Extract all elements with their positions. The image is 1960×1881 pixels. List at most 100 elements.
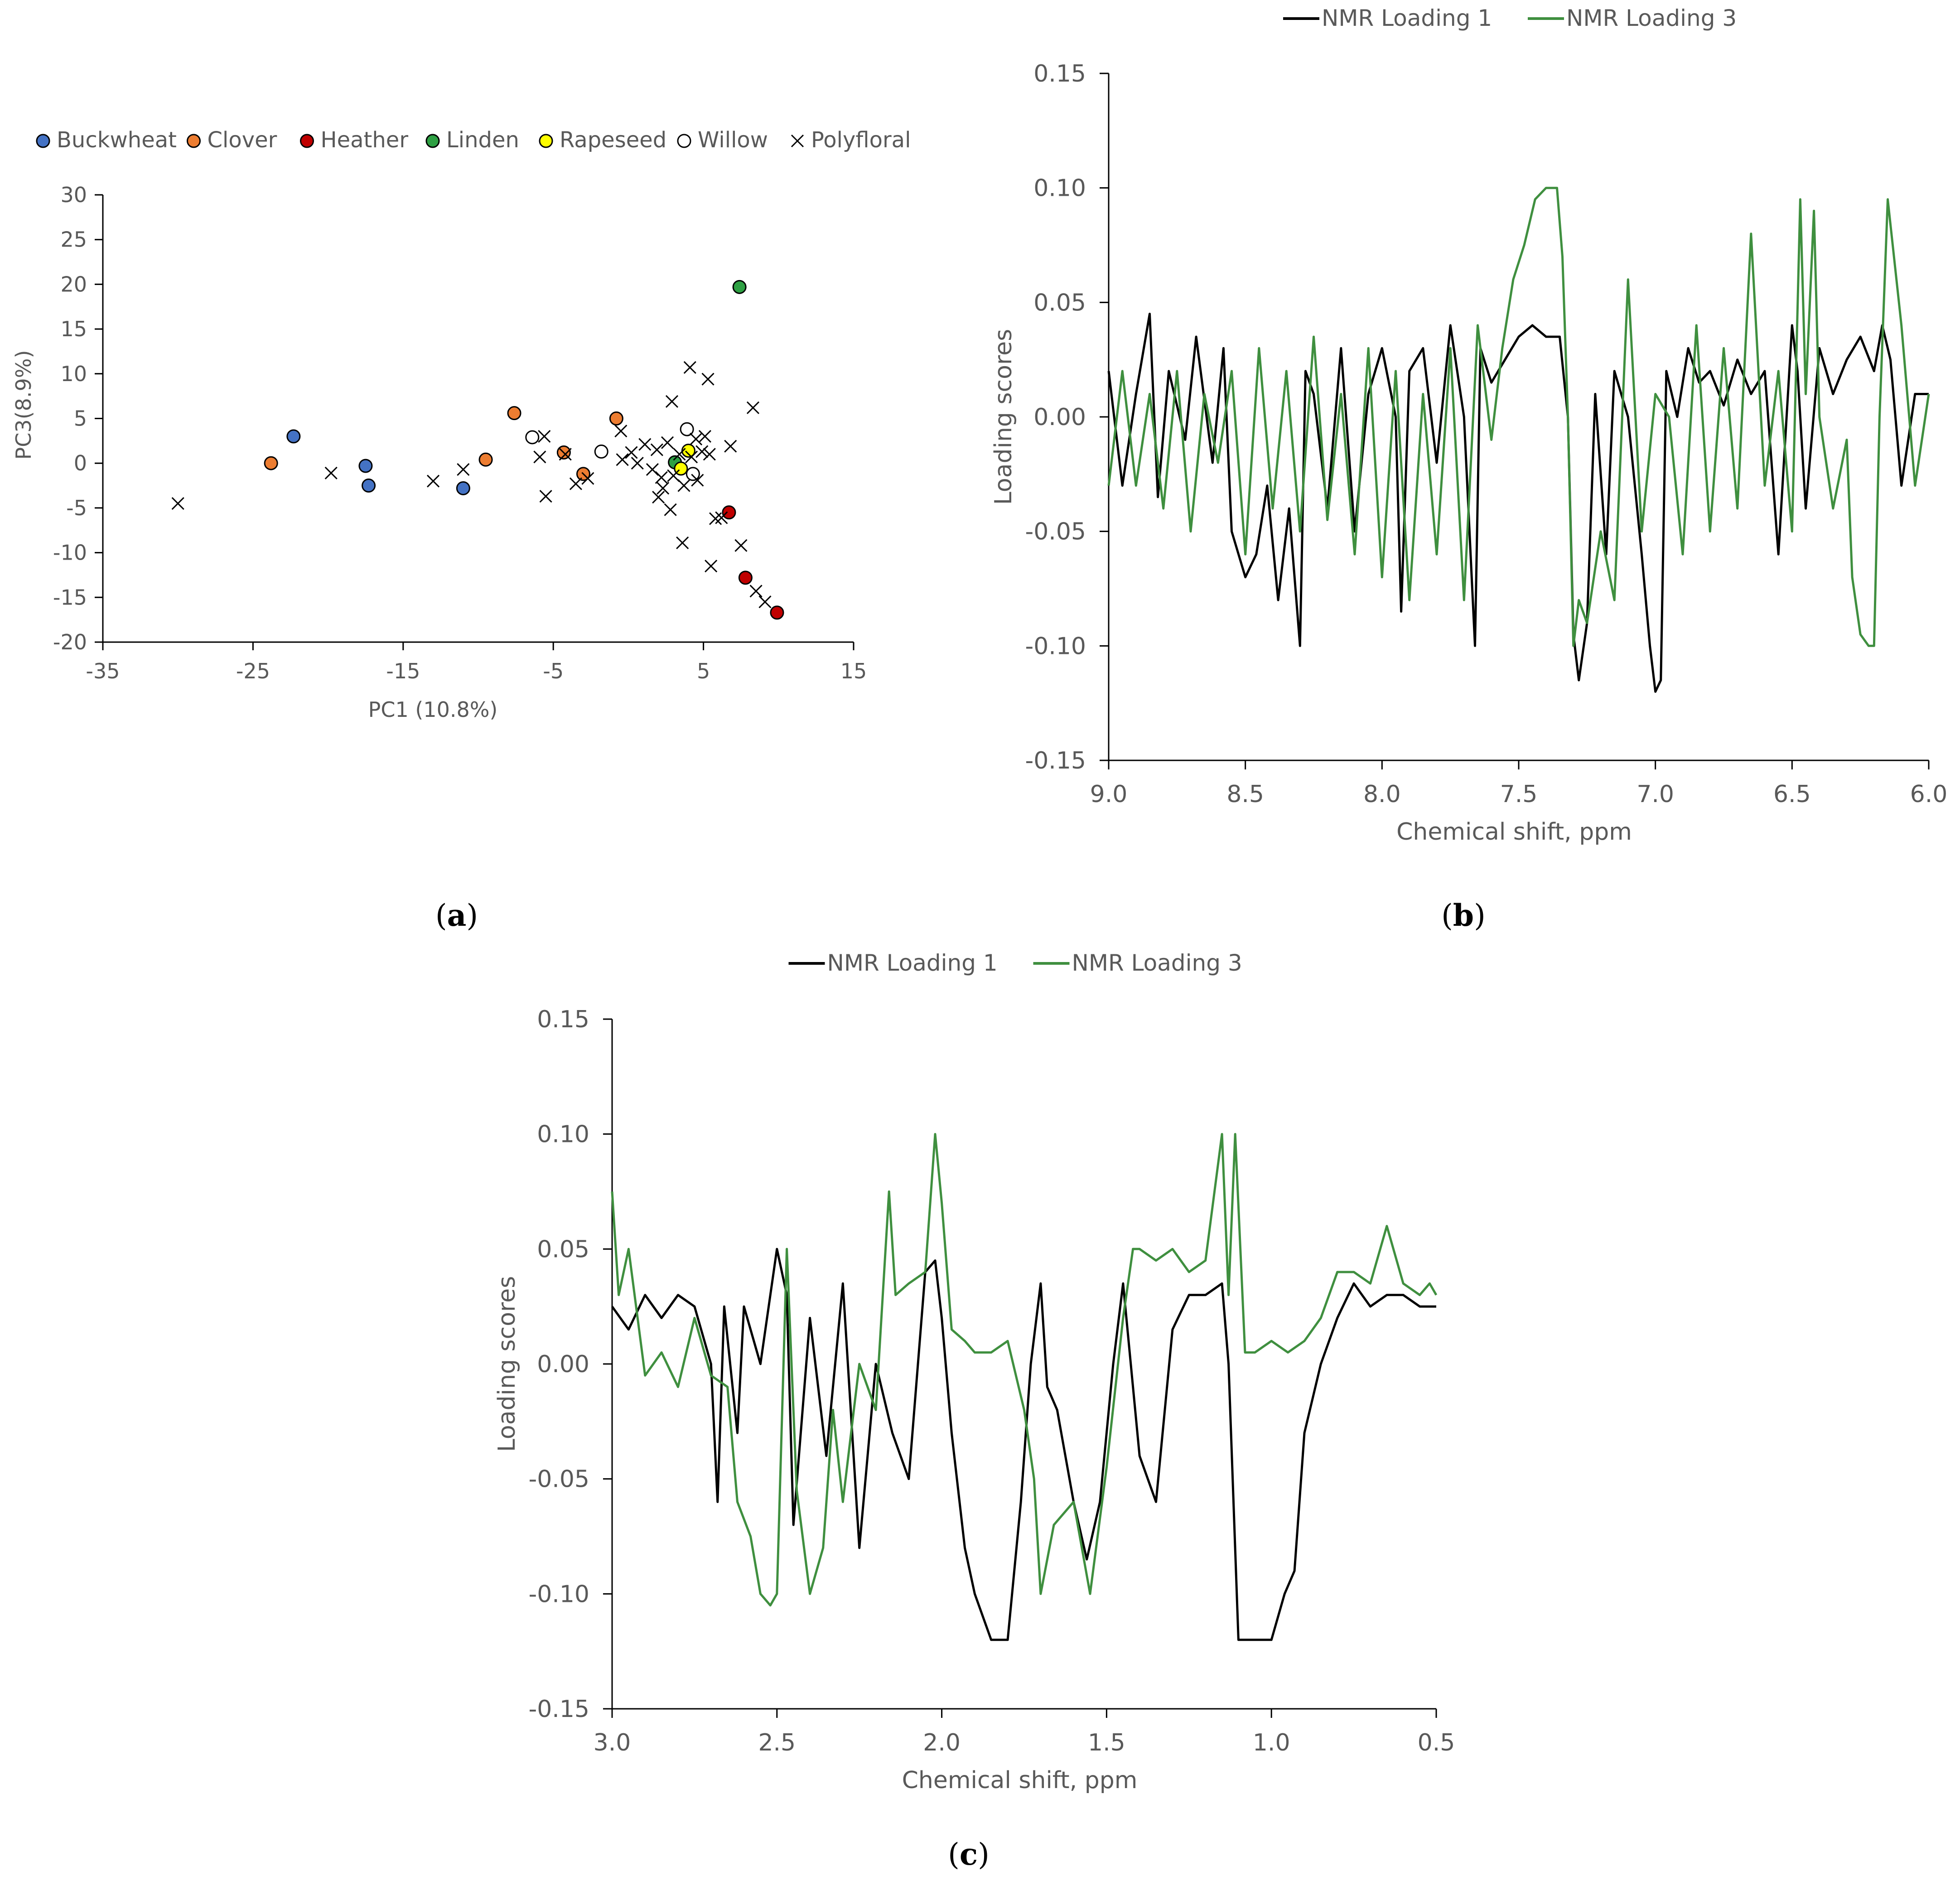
- series-line-nmr-loading-1: [1107, 313, 1929, 693]
- point-polyfloral: [569, 477, 582, 490]
- point-polyfloral-legend: [791, 134, 804, 148]
- x-marker-stroke: [689, 432, 703, 445]
- x-tick-label: -5: [543, 659, 564, 683]
- x-axis-title: Chemical shift, ppm: [902, 1767, 1138, 1794]
- point-polyfloral: [650, 443, 663, 456]
- legend-item-nmr-loading-3: NMR Loading 3: [1528, 5, 1737, 31]
- point-polyfloral: [427, 474, 440, 488]
- x-tick-label: -25: [236, 659, 270, 683]
- x-marker-stroke: [701, 372, 714, 386]
- point-polyfloral: [664, 503, 677, 516]
- point-willow: [686, 467, 700, 481]
- scatter-chart-pc1-pc3: -20 -15 -10 -5 0 5 10 15 20 25 30 -35 -25 -15 -5 5 15 PC1…: [11, 127, 911, 722]
- series-rapeseed: [674, 444, 695, 476]
- line-chart-loadings-aromatic: -0.15 -0.10 -0.05 0.00 0.05 0.10 0.15 9.0 8.5 8.0…: [990, 5, 1947, 846]
- x-marker-stroke: [673, 448, 686, 461]
- x-marker-stroke: [655, 471, 668, 484]
- x-tick-label: 8.5: [1226, 781, 1264, 808]
- y-tick-label: -20: [53, 630, 87, 654]
- legend-label: NMR Loading 1: [1322, 5, 1492, 31]
- point-polyfloral: [533, 450, 546, 464]
- point-polyfloral: [667, 469, 680, 482]
- panel-label-c-letter: c: [960, 1837, 978, 1872]
- x-marker-stroke: [631, 457, 644, 470]
- point-polyfloral: [691, 474, 704, 487]
- point-clover: [609, 411, 623, 426]
- point-polyfloral: [705, 560, 718, 573]
- series-willow: [525, 422, 700, 481]
- point-buckwheat: [362, 479, 376, 493]
- legend-label: Heather: [321, 127, 409, 153]
- x-marker-stroke: [427, 474, 440, 488]
- x-marker-stroke: [685, 450, 698, 464]
- y-tick-label: 0.10: [1033, 175, 1086, 202]
- legend-item-clover: Clover: [187, 127, 277, 153]
- legend-item-linden: Linden: [425, 127, 519, 153]
- y-tick-label: 0: [74, 451, 87, 475]
- x-tick-label: 2.5: [758, 1729, 796, 1756]
- point-polyfloral: [695, 445, 709, 458]
- x-marker-stroke: [664, 503, 677, 516]
- y-tick-label: -0.15: [1025, 747, 1086, 774]
- point-polyfloral: [689, 432, 703, 445]
- series-heather: [722, 505, 784, 620]
- legend-item-nmr-loading-1: NMR Loading 1: [788, 950, 998, 976]
- x-marker-stroke: [749, 585, 763, 598]
- y-axis-title: Loading scores: [990, 329, 1017, 505]
- point-polyfloral: [724, 440, 737, 453]
- x-axis-title: Chemical shift, ppm: [1396, 818, 1632, 846]
- series-line-nmr-loading-3: [611, 1133, 1438, 1607]
- point-polyfloral: [715, 511, 728, 524]
- x-marker-stroke: [676, 536, 689, 549]
- legend-item-polyfloral: Polyfloral: [791, 127, 911, 153]
- point-buckwheat-legend: [36, 134, 50, 148]
- point-willow: [680, 422, 694, 436]
- x-marker-stroke: [616, 453, 629, 466]
- point-willow: [525, 430, 540, 445]
- legend: NMR Loading 1 NMR Loading 3: [1283, 5, 1737, 31]
- x-marker-stroke: [457, 463, 470, 476]
- legend-label: NMR Loading 1: [827, 950, 998, 976]
- series-buckwheat: [286, 429, 470, 495]
- x-marker-stroke: [724, 440, 737, 453]
- y-tick-label: -0.05: [528, 1466, 589, 1493]
- y-tick-label: 0.15: [1033, 60, 1086, 87]
- x-marker-stroke: [657, 482, 670, 495]
- point-polyfloral: [698, 430, 711, 443]
- x-marker-stroke: [324, 466, 338, 479]
- x-tick-label: 9.0: [1090, 781, 1128, 808]
- point-clover: [264, 456, 278, 470]
- y-tick-label: 20: [60, 272, 87, 296]
- x-tick-label: 3.0: [594, 1729, 631, 1756]
- point-polyfloral: [746, 401, 760, 414]
- point-buckwheat: [286, 429, 301, 444]
- point-polyfloral: [673, 448, 686, 461]
- legend-label: Clover: [208, 127, 277, 153]
- point-rapeseed-legend: [539, 134, 553, 148]
- legend-label: Polyfloral: [811, 127, 911, 153]
- point-polyfloral: [703, 448, 716, 461]
- y-tick-label: 0.05: [1033, 289, 1086, 316]
- x-tick-label: -35: [86, 659, 120, 683]
- point-polyfloral: [652, 491, 665, 504]
- x-marker-stroke: [646, 463, 659, 476]
- legend: Buckwheat Clover Heather Linden Rapeseed Will…: [36, 127, 911, 153]
- point-clover: [478, 452, 493, 467]
- series-polyfloral: [171, 361, 772, 609]
- point-polyfloral: [749, 585, 763, 598]
- panel-label-c: (c): [948, 1837, 990, 1872]
- y-axis-title: Loading scores: [493, 1276, 521, 1452]
- x-marker-stroke: [625, 446, 638, 459]
- panel-label-b-letter: b: [1453, 898, 1474, 933]
- x-marker-stroke: [559, 448, 572, 461]
- x-tick-label: 1.0: [1253, 1729, 1290, 1756]
- x-marker-stroke: [758, 595, 772, 609]
- x-marker-stroke: [791, 134, 804, 148]
- point-polyfloral: [665, 395, 679, 408]
- point-clover: [507, 406, 521, 421]
- legend-item-willow: Willow: [677, 127, 768, 153]
- y-axis-title: PC3(8.9%): [11, 350, 36, 460]
- legend-item-buckwheat: Buckwheat: [36, 127, 177, 153]
